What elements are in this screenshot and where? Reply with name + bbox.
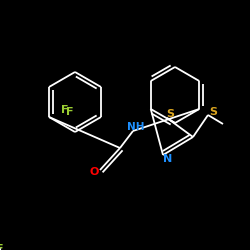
Text: S: S	[209, 107, 217, 117]
Text: N: N	[164, 154, 172, 164]
Text: F: F	[0, 244, 4, 250]
Text: NH: NH	[127, 122, 145, 132]
Text: S: S	[166, 109, 174, 119]
Text: O: O	[89, 167, 99, 177]
Text: F: F	[66, 107, 74, 117]
Text: F: F	[62, 105, 69, 115]
